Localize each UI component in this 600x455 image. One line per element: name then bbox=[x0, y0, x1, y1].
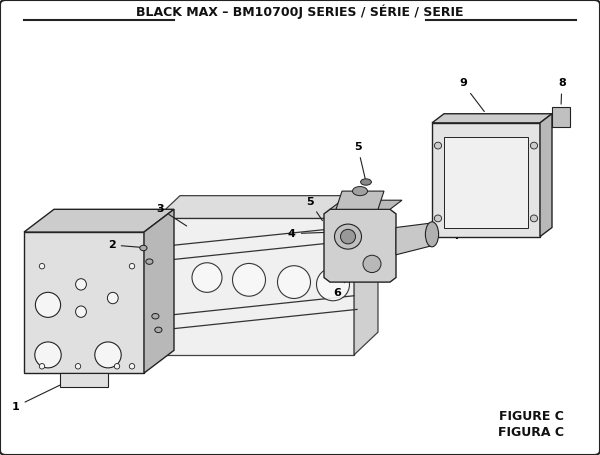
Text: 2: 2 bbox=[108, 240, 146, 250]
Polygon shape bbox=[156, 218, 354, 355]
Ellipse shape bbox=[233, 263, 265, 296]
Ellipse shape bbox=[192, 263, 222, 292]
Ellipse shape bbox=[76, 364, 80, 369]
Ellipse shape bbox=[76, 306, 86, 318]
Ellipse shape bbox=[425, 222, 439, 247]
Ellipse shape bbox=[434, 215, 442, 222]
Ellipse shape bbox=[277, 266, 311, 298]
Text: BLACK MAX – BM10700J SERIES / SÉRIE / SERIE: BLACK MAX – BM10700J SERIES / SÉRIE / SE… bbox=[136, 5, 464, 19]
Polygon shape bbox=[432, 114, 552, 123]
Text: 8: 8 bbox=[558, 78, 566, 104]
Ellipse shape bbox=[434, 142, 442, 149]
Ellipse shape bbox=[335, 224, 361, 249]
Polygon shape bbox=[24, 232, 144, 373]
Ellipse shape bbox=[76, 278, 86, 290]
Ellipse shape bbox=[361, 179, 371, 185]
Polygon shape bbox=[396, 223, 432, 255]
Ellipse shape bbox=[341, 229, 355, 244]
Ellipse shape bbox=[353, 187, 367, 196]
Polygon shape bbox=[354, 196, 378, 355]
Polygon shape bbox=[432, 123, 540, 237]
Ellipse shape bbox=[130, 364, 134, 369]
Ellipse shape bbox=[130, 263, 134, 269]
Ellipse shape bbox=[107, 292, 118, 304]
Text: FIGURA C: FIGURA C bbox=[498, 426, 564, 439]
Text: 7: 7 bbox=[435, 231, 461, 241]
Polygon shape bbox=[330, 200, 402, 209]
Polygon shape bbox=[444, 136, 528, 228]
Ellipse shape bbox=[152, 313, 159, 319]
Polygon shape bbox=[144, 209, 174, 373]
Ellipse shape bbox=[530, 215, 538, 222]
Text: 5: 5 bbox=[306, 197, 322, 221]
Ellipse shape bbox=[35, 293, 61, 318]
Ellipse shape bbox=[363, 255, 381, 273]
Text: 9: 9 bbox=[459, 78, 484, 111]
Polygon shape bbox=[324, 209, 396, 282]
Ellipse shape bbox=[317, 268, 350, 301]
Polygon shape bbox=[24, 209, 174, 232]
Text: 6: 6 bbox=[333, 280, 346, 298]
Text: 4: 4 bbox=[288, 228, 333, 238]
Ellipse shape bbox=[35, 342, 61, 368]
Text: 3: 3 bbox=[156, 203, 187, 226]
Ellipse shape bbox=[114, 364, 120, 369]
Ellipse shape bbox=[40, 263, 45, 269]
Polygon shape bbox=[552, 107, 570, 127]
Text: 5: 5 bbox=[354, 142, 365, 179]
Ellipse shape bbox=[40, 364, 45, 369]
Polygon shape bbox=[336, 191, 384, 209]
Text: 1: 1 bbox=[12, 384, 64, 411]
Polygon shape bbox=[540, 114, 552, 237]
Ellipse shape bbox=[530, 142, 538, 149]
Text: FIGURE C: FIGURE C bbox=[499, 410, 564, 423]
Ellipse shape bbox=[146, 259, 153, 264]
Ellipse shape bbox=[155, 327, 162, 333]
Polygon shape bbox=[60, 373, 108, 387]
Polygon shape bbox=[156, 196, 378, 218]
Ellipse shape bbox=[95, 342, 121, 368]
Ellipse shape bbox=[140, 245, 147, 251]
